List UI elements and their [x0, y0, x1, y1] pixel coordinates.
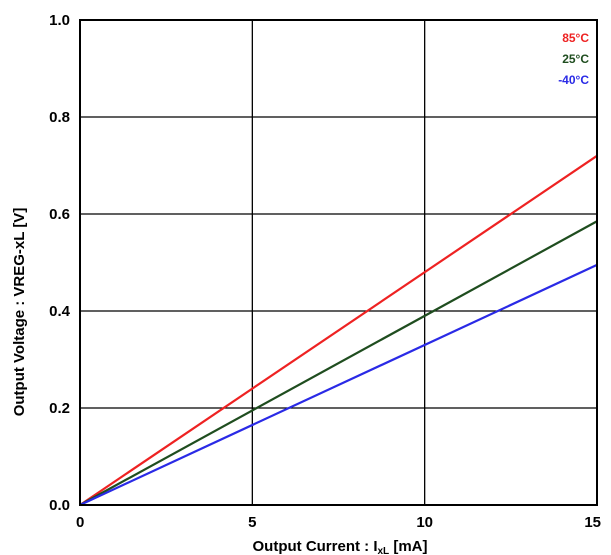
y-axis-title: Output Voltage : VREG-xL [V]	[11, 208, 28, 417]
legend-label: 25°C	[562, 52, 589, 66]
legend-label: 85°C	[562, 31, 589, 45]
x-tick-label: 0	[76, 514, 84, 531]
plot-lines	[79, 154, 598, 506]
x-tick-labels: 0 5 10 15	[76, 514, 601, 531]
y-tick-labels: 0.0 0.2 0.4 0.6 0.8 1.0	[49, 12, 71, 514]
x-axis-title: Output Current : IxL [mA]	[253, 538, 428, 555]
legend-label: -40°C	[558, 73, 589, 87]
grid	[80, 20, 597, 505]
y-tick-label: 0.2	[49, 400, 70, 417]
x-axis-title-main: Output Current : I	[253, 538, 378, 555]
series-line-2	[79, 263, 598, 506]
y-tick-label: 0.4	[49, 303, 71, 320]
series-line-1	[79, 220, 598, 506]
y-tick-label: 1.0	[49, 12, 70, 29]
x-axis-title-unit: [mA]	[389, 538, 427, 555]
x-tick-label: 10	[416, 514, 433, 531]
legend: 85°C 25°C -40°C	[558, 31, 589, 87]
x-axis-title-subscript: xL	[377, 546, 389, 555]
x-tick-label: 15	[584, 514, 601, 531]
y-tick-label: 0.0	[49, 497, 70, 514]
x-tick-label: 5	[248, 514, 256, 531]
plot-frame	[79, 19, 598, 506]
y-tick-label: 0.6	[49, 206, 70, 223]
y-tick-label: 0.8	[49, 109, 70, 126]
series-line-0	[79, 154, 598, 506]
